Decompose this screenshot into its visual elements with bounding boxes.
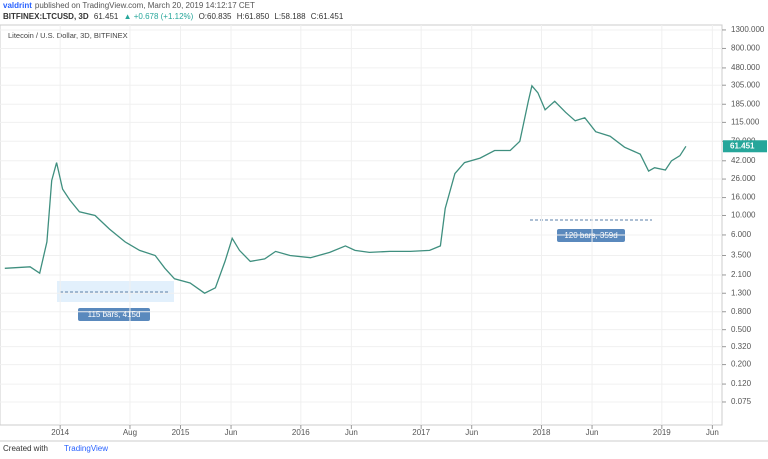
symbol-line: BITFINEX:LTCUSD, 3D 61.451 ▲ +0.678 (+1.… xyxy=(3,12,346,21)
footer-created: Created with xyxy=(3,444,48,453)
high: H:61.850 xyxy=(236,12,270,21)
y-tick-label: 185.000 xyxy=(731,99,760,108)
x-tick-label: Jun xyxy=(225,428,238,437)
x-tick-label: 2016 xyxy=(292,428,310,437)
x-tick-label: 2019 xyxy=(653,428,671,437)
published: published on TradingView.com, March 20, … xyxy=(34,1,255,10)
x-tick-label: Jun xyxy=(465,428,478,437)
y-tick-label: 6.000 xyxy=(731,230,752,239)
y-tick-label: 16.000 xyxy=(731,193,756,202)
annotation: 120 bars, 359d xyxy=(564,231,617,240)
x-tick-label: 2018 xyxy=(533,428,551,437)
price-line xyxy=(4,84,687,294)
y-tick-label: 42.000 xyxy=(731,156,756,165)
footer-brand: TradingView xyxy=(64,444,108,453)
close: C:61.451 xyxy=(310,12,344,21)
x-tick-label: Jun xyxy=(586,428,599,437)
y-tick-label: 10.000 xyxy=(731,211,756,220)
y-tick-label: 0.500 xyxy=(731,325,752,334)
x-tick-label: 2014 xyxy=(51,428,69,437)
user: valdrint xyxy=(3,1,32,10)
y-tick-label: 480.000 xyxy=(731,63,760,72)
publish-line: valdrint published on TradingView.com, Ma… xyxy=(3,1,258,10)
price-tag-label: 61.451 xyxy=(730,141,755,150)
y-tick-label: 800.000 xyxy=(731,44,760,53)
y-tick-label: 115.000 xyxy=(731,117,760,126)
chart-title: Litecoin / U.S. Dollar, 3D, BITFINEX xyxy=(8,31,128,40)
plot-frame xyxy=(0,24,723,426)
low: L:58.188 xyxy=(274,12,306,21)
open: O:60.835 xyxy=(198,12,232,21)
annotation: 115 bars, 415d xyxy=(88,310,141,319)
y-tick-label: 0.200 xyxy=(731,360,752,369)
annotation-box xyxy=(557,229,625,242)
x-tick-label: Aug xyxy=(123,428,137,437)
y-tick-label: 0.800 xyxy=(731,307,752,316)
y-tick-label: 0.120 xyxy=(731,379,752,388)
y-tick-label: 305.000 xyxy=(731,80,760,89)
y-tick-label: 2.100 xyxy=(731,270,752,279)
x-tick-label: Jun xyxy=(345,428,358,437)
x-tick-label: 2015 xyxy=(172,428,190,437)
x-tick-label: Jun xyxy=(706,428,719,437)
annotation-box xyxy=(78,308,150,321)
y-tick-label: 0.075 xyxy=(731,397,752,406)
change: ▲ +0.678 (+1.12%) xyxy=(123,12,194,21)
y-tick-label: 1.300 xyxy=(731,288,752,297)
y-tick-label: 26.000 xyxy=(731,174,756,183)
price-tag xyxy=(723,140,767,153)
y-tick-label: 0.320 xyxy=(731,342,752,351)
symbol: BITFINEX:LTCUSD, 3D xyxy=(3,12,89,21)
y-tick-label: 3.500 xyxy=(731,251,752,260)
y-tick-label: 1300.000 xyxy=(731,25,765,34)
x-tick-label: 2017 xyxy=(412,428,430,437)
last: 61.451 xyxy=(93,12,119,21)
